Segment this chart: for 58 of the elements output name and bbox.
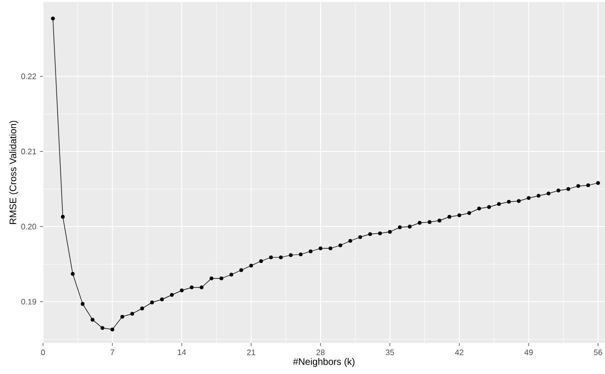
point	[438, 218, 442, 222]
y-axis-title: RMSE (Cross Validation)	[9, 120, 18, 224]
point	[516, 199, 521, 203]
point	[447, 214, 452, 219]
point	[378, 231, 382, 236]
point	[210, 276, 214, 280]
point	[526, 196, 531, 200]
point	[428, 220, 432, 224]
point	[239, 268, 244, 272]
point	[170, 293, 174, 297]
point	[120, 314, 124, 319]
point	[566, 187, 570, 191]
point	[200, 286, 204, 290]
point	[497, 202, 501, 206]
point	[269, 255, 273, 260]
point	[249, 264, 254, 268]
point	[596, 181, 600, 185]
point	[586, 183, 590, 188]
point	[259, 259, 263, 264]
point	[90, 318, 94, 322]
point	[487, 205, 491, 209]
point	[308, 249, 313, 254]
point	[358, 235, 362, 239]
point	[348, 238, 352, 243]
point	[80, 302, 85, 306]
point	[180, 288, 184, 292]
point	[576, 184, 580, 188]
point	[150, 300, 154, 304]
point	[190, 286, 194, 290]
point	[368, 232, 372, 236]
point	[477, 206, 482, 210]
point	[467, 211, 472, 215]
point	[278, 255, 283, 260]
point	[418, 220, 422, 225]
point	[388, 230, 392, 234]
point	[536, 194, 540, 198]
point	[60, 214, 65, 219]
point	[546, 192, 550, 196]
point	[51, 16, 55, 20]
point	[288, 253, 293, 258]
point	[506, 200, 511, 204]
point	[70, 272, 75, 276]
point	[328, 246, 332, 250]
point	[100, 326, 104, 330]
point	[298, 252, 303, 256]
point	[229, 272, 234, 277]
point	[398, 225, 402, 230]
point	[318, 246, 322, 250]
point	[130, 312, 134, 316]
point	[408, 224, 412, 228]
x-axis-title: #Neighbors (k)	[293, 358, 354, 367]
point	[110, 328, 114, 332]
point	[220, 276, 224, 280]
point	[457, 213, 462, 218]
point	[556, 188, 560, 192]
point	[338, 243, 342, 248]
point	[160, 298, 164, 302]
point	[140, 306, 144, 310]
